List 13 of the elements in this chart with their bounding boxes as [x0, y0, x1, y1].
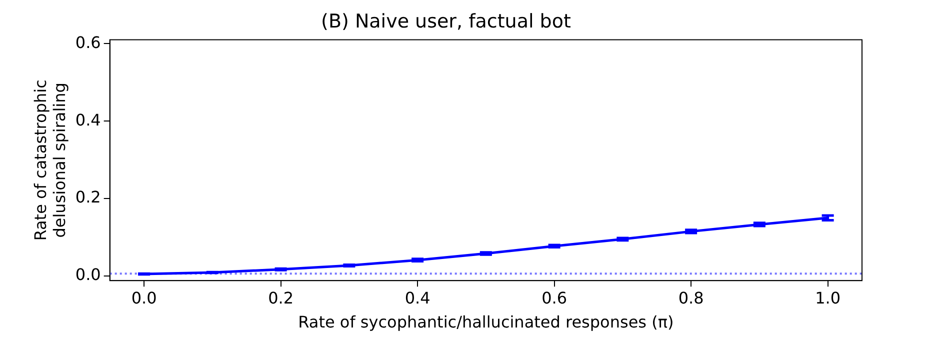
y-tick-label: 0.6: [75, 32, 101, 52]
x-tick-label: 1.0: [815, 288, 841, 308]
x-tick-label: 0.2: [268, 288, 294, 308]
y-tick-label: 0.0: [75, 265, 101, 284]
x-axis-title: Rate of sycophantic/hallucinated responses (π): [298, 312, 674, 332]
y-axis-title: Rate of catastrophic delusional spiraling: [30, 80, 69, 241]
y-tick-label: 0.2: [75, 188, 101, 207]
x-tick-label: 0.0: [131, 288, 157, 308]
x-tick-label: 0.8: [678, 288, 704, 308]
chart-title: (B) Naive user, factual bot: [321, 10, 571, 32]
x-tick-label: 0.6: [542, 288, 568, 308]
y-tick-label: 0.4: [75, 110, 101, 130]
x-tick-label: 0.4: [404, 288, 430, 308]
